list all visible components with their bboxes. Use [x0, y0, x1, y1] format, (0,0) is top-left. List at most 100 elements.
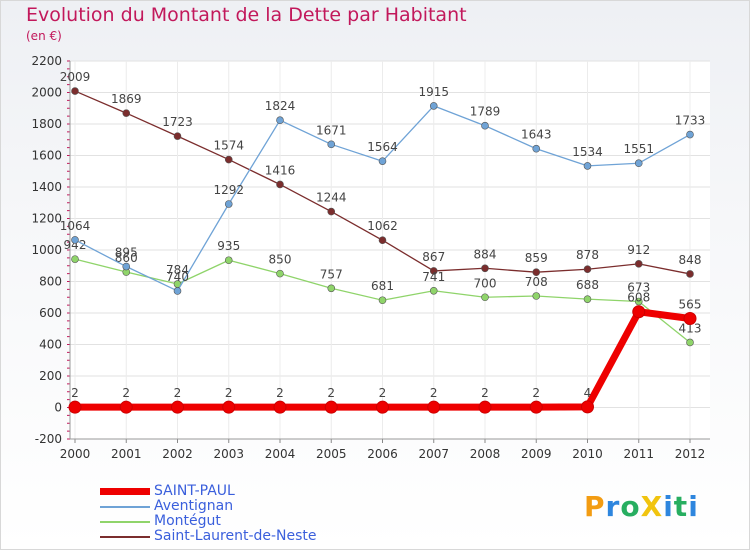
data-label-saint-laurent-de-neste: 912	[627, 243, 650, 257]
data-point-saint-laurent-de-neste	[686, 270, 694, 278]
y-tick-label: 0	[54, 401, 62, 415]
logo-letter: i	[663, 490, 674, 523]
data-point-saint-laurent-de-neste	[532, 268, 541, 277]
data-point-saint-paul	[683, 312, 697, 326]
data-label-mont-gut: 688	[576, 278, 599, 292]
data-point-mont-gut	[71, 255, 79, 263]
data-label-saint-paul: 2	[430, 386, 438, 400]
x-tick-label: 2002	[162, 447, 193, 461]
logo-letter: o	[620, 490, 641, 523]
data-label-aventignan: 1671	[316, 123, 347, 137]
data-label-aventignan: 1789	[470, 105, 501, 119]
data-point-mont-gut	[481, 293, 489, 302]
data-point-aventignan	[378, 157, 387, 165]
data-label-aventignan: 1915	[418, 85, 449, 99]
data-point-aventignan	[276, 116, 284, 125]
data-point-saint-laurent-de-neste	[378, 236, 387, 245]
data-label-saint-laurent-de-neste: 1244	[316, 191, 347, 205]
data-point-mont-gut	[634, 297, 643, 306]
data-point-saint-paul	[529, 400, 543, 414]
data-label-saint-paul: 565	[679, 298, 702, 312]
data-point-saint-paul	[273, 400, 287, 414]
y-tick-label: 1800	[31, 117, 62, 131]
data-label-aventignan: 1643	[521, 128, 552, 142]
data-label-saint-paul: 2	[481, 386, 489, 400]
data-point-aventignan	[583, 162, 592, 170]
data-label-aventignan: 740	[166, 270, 189, 284]
legend-label: Saint-Laurent-de-Neste	[154, 528, 317, 544]
data-point-mont-gut	[532, 292, 541, 300]
data-point-saint-paul	[632, 305, 646, 319]
x-tick-label: 2005	[316, 447, 347, 461]
data-point-mont-gut	[276, 269, 284, 278]
data-point-saint-laurent-de-neste	[71, 87, 79, 95]
data-label-mont-gut: 850	[269, 253, 292, 267]
data-point-saint-laurent-de-neste	[583, 265, 592, 274]
data-point-mont-gut	[378, 296, 387, 305]
data-label-aventignan: 1292	[213, 183, 244, 197]
data-point-aventignan	[429, 102, 438, 110]
x-tick-label: 2009	[521, 447, 552, 461]
data-point-aventignan	[532, 144, 541, 153]
data-label-saint-laurent-de-neste: 2009	[60, 70, 91, 84]
y-tick-label: 1000	[31, 243, 62, 257]
y-tick-label: 2200	[31, 54, 62, 68]
data-point-saint-laurent-de-neste	[224, 155, 233, 164]
data-point-mont-gut	[583, 295, 592, 303]
data-point-saint-laurent-de-neste	[634, 260, 643, 268]
data-point-saint-laurent-de-neste	[429, 267, 438, 275]
x-tick-label: 2008	[470, 447, 501, 461]
data-point-aventignan	[481, 121, 489, 130]
x-tick-label: 2000	[60, 447, 91, 461]
x-tick-label: 2007	[418, 447, 449, 461]
data-point-aventignan	[122, 262, 131, 271]
data-point-aventignan	[224, 200, 233, 208]
logo-letter: i	[688, 490, 699, 523]
y-tick-label: 800	[39, 275, 62, 289]
data-point-saint-paul	[324, 400, 338, 414]
data-label-mont-gut: 741	[422, 270, 445, 284]
data-point-mont-gut	[429, 286, 438, 295]
data-point-saint-paul	[478, 400, 492, 414]
data-label-saint-laurent-de-neste: 1723	[162, 115, 193, 129]
proxiti-logo: ProXiti	[584, 490, 699, 523]
data-label-aventignan: 1733	[675, 114, 706, 128]
y-tick-label: 1200	[31, 212, 62, 226]
x-tick-label: 2001	[111, 447, 142, 461]
data-point-mont-gut	[686, 338, 694, 347]
data-point-aventignan	[71, 236, 79, 244]
data-point-saint-laurent-de-neste	[327, 207, 336, 216]
data-label-aventignan: 1534	[572, 145, 603, 159]
data-point-aventignan	[634, 159, 643, 168]
data-label-aventignan: 1824	[265, 99, 296, 113]
data-label-mont-gut: 708	[525, 275, 548, 289]
data-label-saint-laurent-de-neste: 1062	[367, 219, 398, 233]
data-label-saint-paul: 2	[276, 386, 284, 400]
data-label-mont-gut: 935	[217, 239, 240, 253]
data-label-saint-paul: 2	[327, 386, 335, 400]
line-chart: -200 0 200 400 600 800 1000 1200 1400 1600 1800 200…	[31, 54, 710, 461]
data-label-aventignan: 1564	[367, 140, 398, 154]
y-tick-label: 600	[39, 306, 62, 320]
data-point-saint-paul	[581, 400, 594, 414]
data-point-saint-paul	[171, 400, 184, 414]
x-tick-label: 2011	[623, 447, 654, 461]
data-label-saint-paul: 2	[225, 386, 233, 400]
logo-letter: X	[640, 490, 664, 523]
data-label-saint-paul: 2	[532, 386, 540, 400]
x-tick-label: 2003	[213, 447, 244, 461]
data-label-saint-laurent-de-neste: 1574	[213, 139, 244, 153]
data-label-saint-laurent-de-neste: 848	[679, 253, 702, 267]
chart-subtitle: (en €)	[26, 29, 62, 43]
logo-letter: P	[584, 490, 606, 523]
data-point-aventignan	[686, 130, 694, 139]
chart-title: Evolution du Montant de la Dette par Hab…	[26, 4, 467, 26]
data-label-mont-gut: 860	[115, 251, 138, 265]
x-tick-label: 2010	[572, 447, 603, 461]
data-label-mont-gut: 681	[371, 279, 394, 293]
data-point-mont-gut	[224, 256, 233, 265]
y-tick-label: 1400	[31, 180, 62, 194]
data-label-saint-laurent-de-neste: 859	[525, 251, 548, 265]
data-point-saint-laurent-de-neste	[122, 109, 131, 117]
data-point-saint-paul	[427, 400, 441, 414]
